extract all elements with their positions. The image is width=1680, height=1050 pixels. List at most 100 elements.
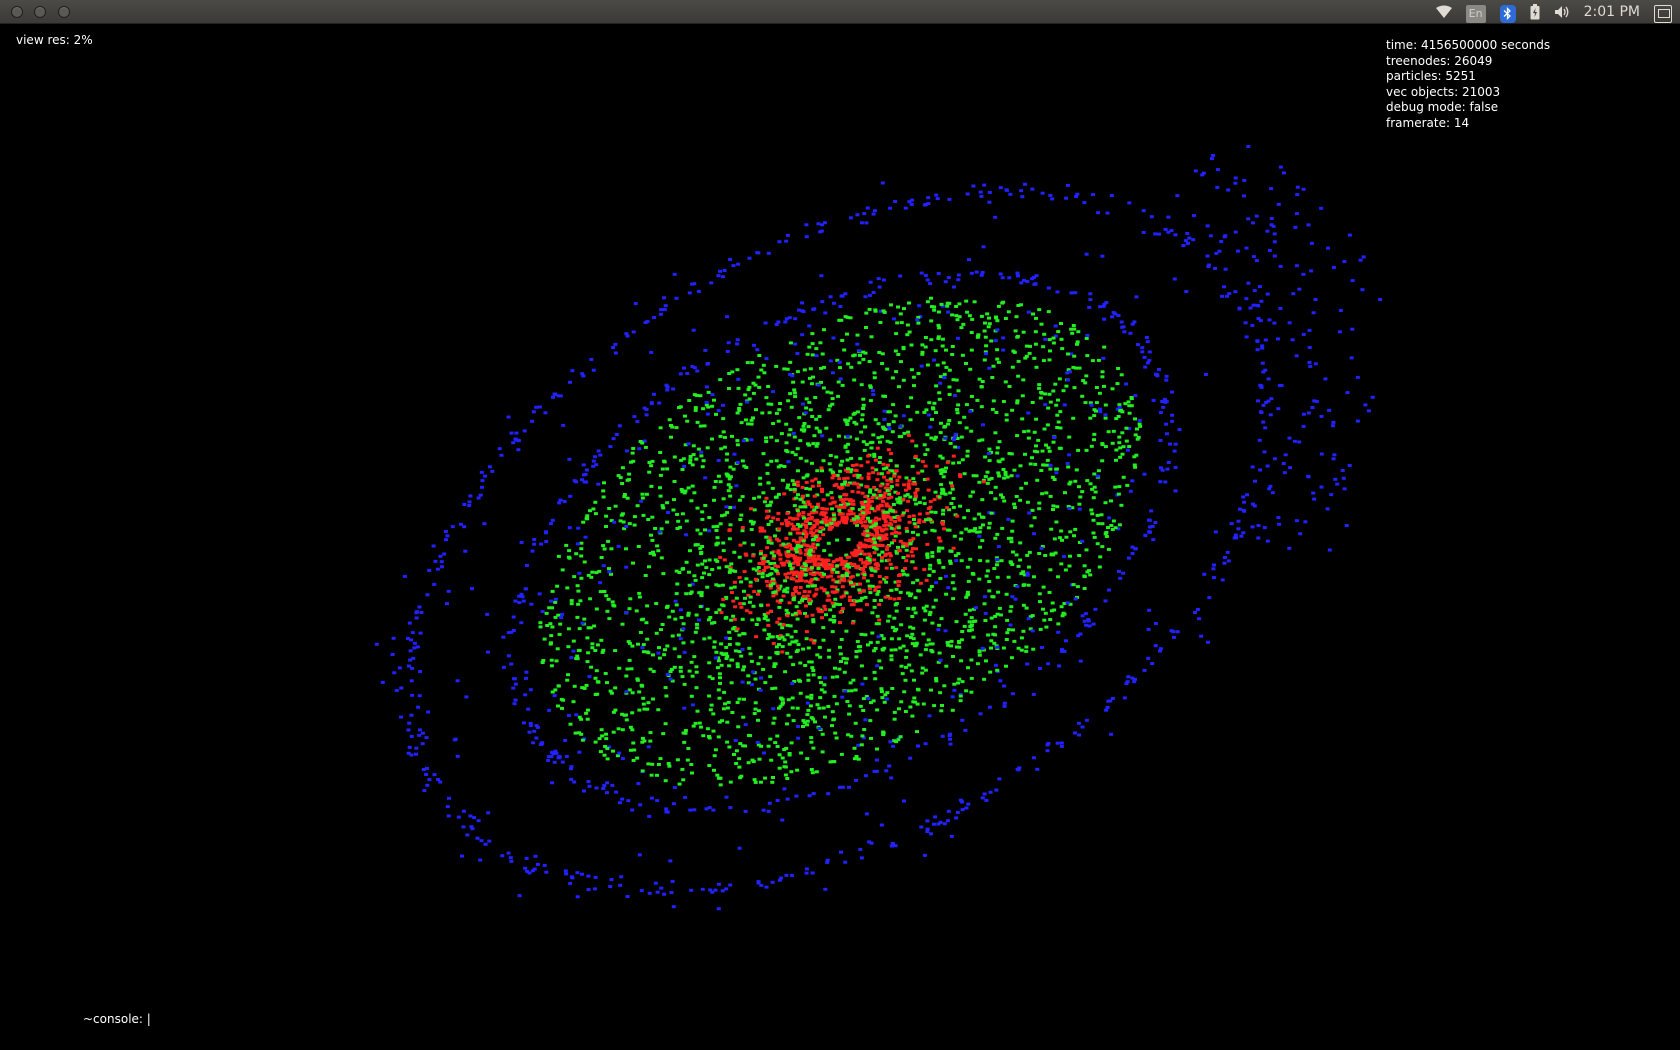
particle <box>1051 389 1056 393</box>
particle <box>822 683 827 687</box>
particle <box>956 273 961 277</box>
particle <box>840 695 845 699</box>
particle <box>1337 330 1342 334</box>
particle <box>887 614 892 618</box>
particle <box>734 749 739 753</box>
particle <box>955 811 960 814</box>
particle <box>1184 290 1189 293</box>
wifi-icon[interactable] <box>1435 0 1452 24</box>
particle <box>778 704 783 708</box>
particle <box>813 477 818 481</box>
particle <box>425 783 430 787</box>
particle <box>756 618 761 622</box>
particle <box>815 543 820 547</box>
particle <box>736 262 741 266</box>
particle <box>524 676 528 680</box>
particle <box>819 586 824 590</box>
particle <box>916 471 921 475</box>
particle <box>756 743 761 747</box>
particle <box>951 546 956 550</box>
particle <box>940 344 945 348</box>
particle <box>546 755 551 759</box>
window-minimize-button[interactable] <box>34 6 46 18</box>
view-resolution-label: view res: 2% <box>16 33 93 47</box>
particle <box>712 485 717 489</box>
particle <box>838 652 843 656</box>
particle <box>869 525 874 529</box>
particle <box>873 569 878 573</box>
particle <box>974 474 979 478</box>
particle <box>901 347 906 351</box>
particle <box>1016 374 1021 378</box>
particle <box>798 661 803 665</box>
particle <box>872 371 877 375</box>
particle <box>1056 630 1061 634</box>
particle <box>854 565 859 569</box>
particle <box>669 435 673 439</box>
particle <box>550 606 555 610</box>
particle <box>743 744 747 748</box>
particle <box>930 621 935 625</box>
battery-icon[interactable] <box>1530 0 1540 24</box>
particle <box>579 541 584 545</box>
particle <box>923 273 928 277</box>
simulation-viewport[interactable] <box>0 24 1680 1050</box>
particle <box>541 659 546 662</box>
particle <box>1327 548 1332 552</box>
particle <box>440 565 444 569</box>
particle <box>556 684 561 688</box>
particle <box>969 690 974 694</box>
particle <box>928 282 933 285</box>
particle <box>987 511 992 515</box>
particle <box>875 563 880 567</box>
particle <box>957 677 962 681</box>
session-menu-button[interactable] <box>1654 0 1674 24</box>
particle <box>755 348 760 352</box>
particle <box>1016 768 1021 772</box>
particle <box>666 762 671 765</box>
particle <box>923 530 928 534</box>
particle <box>885 594 890 598</box>
particle <box>707 529 712 533</box>
particle <box>1158 649 1162 653</box>
particle <box>1212 563 1216 567</box>
particle <box>919 271 924 275</box>
language-indicator[interactable]: En <box>1465 0 1486 24</box>
particle <box>901 644 906 648</box>
particle <box>1191 238 1196 242</box>
console-input[interactable]: ~console: | <box>83 1012 151 1026</box>
particle <box>900 569 905 573</box>
particle <box>795 617 800 621</box>
particle <box>1084 337 1089 340</box>
particle <box>876 436 881 440</box>
particle <box>1049 553 1054 557</box>
particle <box>946 643 951 647</box>
particle <box>820 507 825 510</box>
particle <box>608 445 613 449</box>
particle <box>1014 553 1019 557</box>
particle <box>1091 531 1096 535</box>
particle <box>832 474 837 478</box>
particle <box>822 549 827 553</box>
particle <box>674 426 679 430</box>
window-maximize-button[interactable] <box>58 6 70 18</box>
particle <box>640 736 645 740</box>
particle <box>928 642 933 646</box>
particle <box>1265 229 1270 233</box>
particle <box>960 800 965 804</box>
particle <box>1118 455 1123 459</box>
volume-icon[interactable] <box>1554 0 1570 24</box>
clock[interactable]: 2:01 PM <box>1584 0 1640 24</box>
particle <box>716 274 721 278</box>
particle <box>871 389 875 393</box>
particle <box>1233 230 1238 234</box>
particle <box>710 393 715 397</box>
particle <box>544 540 549 543</box>
window-close-button[interactable] <box>11 6 23 18</box>
particle <box>993 215 998 219</box>
particle <box>703 348 708 352</box>
particle <box>819 520 824 524</box>
particle <box>718 269 722 273</box>
bluetooth-icon[interactable] <box>1499 0 1516 24</box>
particle <box>879 823 884 827</box>
